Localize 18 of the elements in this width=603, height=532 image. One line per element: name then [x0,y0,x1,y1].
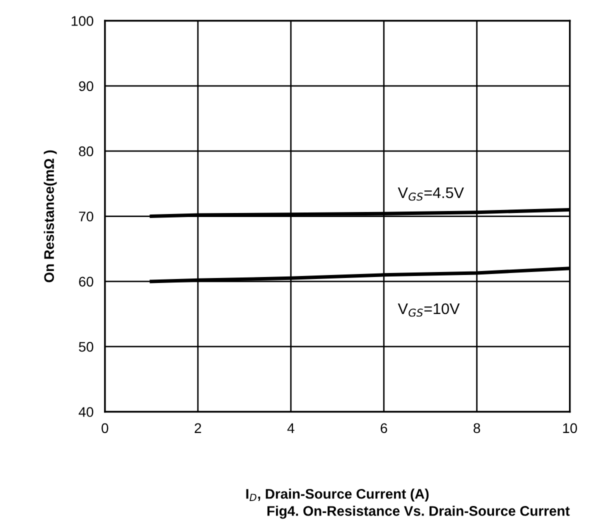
x-tick-label: 6 [380,423,388,434]
series-label: V$_{GS}$=4.5V [398,188,464,201]
x-tick-label: 10 [563,423,578,434]
y-tick-label: 40 [78,407,94,417]
y-tick-label: 70 [79,212,94,222]
y-axis-title: On Resistance(mΩ ) [44,150,57,282]
y-tick-label: 60 [79,276,94,287]
x-tick-label: 4 [287,423,294,433]
caption: Fig4. On-Resistance Vs. Drain-Source Current [267,506,570,519]
y-tick-label: 90 [79,81,94,92]
x-tick-label: 8 [474,423,480,434]
x-tick-label: 2 [194,423,202,433]
x-tick-label: 0 [102,423,108,434]
series-label: V$_{GS}$=10V [398,303,460,317]
y-tick-label: 80 [78,146,94,156]
y-tick-label: 50 [78,342,94,352]
x-axis-title: I$_{D}$, Drain-Source Current (A) [246,488,429,502]
y-tick-label: 100 [72,16,94,26]
